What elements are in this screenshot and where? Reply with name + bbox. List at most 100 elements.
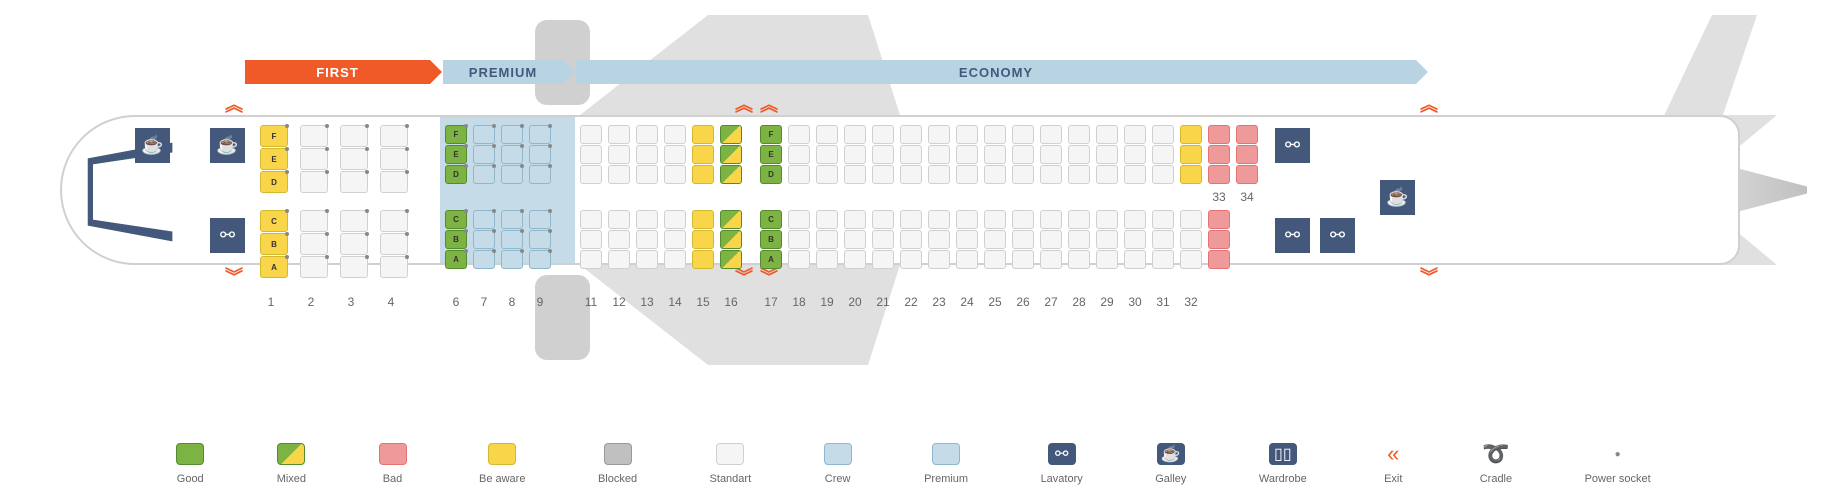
seat[interactable]: E [760, 145, 782, 164]
seat[interactable] [788, 165, 810, 184]
seat[interactable] [580, 230, 602, 249]
seat[interactable] [664, 165, 686, 184]
seat[interactable] [1040, 125, 1062, 144]
seat[interactable]: A [260, 256, 288, 278]
seat[interactable] [956, 165, 978, 184]
seat[interactable] [529, 230, 551, 249]
seat[interactable] [380, 125, 408, 147]
seat[interactable] [872, 250, 894, 269]
seat[interactable] [844, 210, 866, 229]
seat[interactable]: D [445, 165, 467, 184]
seat[interactable] [788, 125, 810, 144]
seat[interactable] [636, 145, 658, 164]
seat[interactable] [501, 145, 523, 164]
seat[interactable] [720, 165, 742, 184]
seat[interactable]: E [445, 145, 467, 164]
seat[interactable] [984, 210, 1006, 229]
seat[interactable] [580, 165, 602, 184]
seat[interactable] [300, 148, 328, 170]
seat[interactable] [900, 210, 922, 229]
seat[interactable] [928, 230, 950, 249]
seat[interactable] [1068, 250, 1090, 269]
seat[interactable] [900, 250, 922, 269]
seat[interactable] [692, 145, 714, 164]
seat[interactable] [984, 250, 1006, 269]
seat[interactable] [928, 210, 950, 229]
seat[interactable] [720, 250, 742, 269]
seat[interactable] [984, 145, 1006, 164]
seat[interactable] [928, 165, 950, 184]
seat[interactable] [1152, 230, 1174, 249]
seat[interactable] [1152, 250, 1174, 269]
seat[interactable] [300, 233, 328, 255]
seat[interactable] [984, 125, 1006, 144]
seat[interactable] [1124, 165, 1146, 184]
seat[interactable] [900, 145, 922, 164]
seat[interactable] [788, 210, 810, 229]
seat[interactable] [1040, 250, 1062, 269]
seat[interactable]: B [760, 230, 782, 249]
seat[interactable] [529, 250, 551, 269]
seat[interactable] [1012, 250, 1034, 269]
seat[interactable] [1180, 250, 1202, 269]
seat[interactable] [788, 145, 810, 164]
seat[interactable] [1124, 210, 1146, 229]
seat[interactable] [529, 125, 551, 144]
seat[interactable] [1152, 210, 1174, 229]
seat[interactable] [636, 165, 658, 184]
seat[interactable] [340, 148, 368, 170]
seat[interactable] [473, 165, 495, 184]
seat[interactable] [1040, 230, 1062, 249]
seat[interactable] [1068, 210, 1090, 229]
seat[interactable] [501, 125, 523, 144]
seat[interactable] [608, 145, 630, 164]
seat[interactable] [473, 145, 495, 164]
seat[interactable] [501, 210, 523, 229]
seat[interactable] [900, 125, 922, 144]
seat[interactable] [984, 165, 1006, 184]
seat[interactable] [608, 250, 630, 269]
seat[interactable] [692, 210, 714, 229]
seat[interactable] [872, 210, 894, 229]
seat[interactable] [300, 125, 328, 147]
seat[interactable]: E [260, 148, 288, 170]
seat[interactable] [1012, 145, 1034, 164]
seat[interactable] [872, 145, 894, 164]
seat[interactable] [300, 171, 328, 193]
seat[interactable] [580, 125, 602, 144]
seat[interactable] [1096, 230, 1118, 249]
seat[interactable] [788, 250, 810, 269]
seat[interactable] [1124, 250, 1146, 269]
seat[interactable]: A [445, 250, 467, 269]
seat[interactable] [664, 125, 686, 144]
seat[interactable] [664, 145, 686, 164]
seat[interactable] [1096, 210, 1118, 229]
seat[interactable] [636, 125, 658, 144]
seat[interactable] [580, 145, 602, 164]
seat[interactable] [1040, 165, 1062, 184]
seat[interactable] [1180, 165, 1202, 184]
seat[interactable] [1068, 165, 1090, 184]
seat[interactable] [692, 125, 714, 144]
seat[interactable] [816, 165, 838, 184]
seat[interactable]: C [260, 210, 288, 232]
seat[interactable]: A [760, 250, 782, 269]
seat[interactable] [956, 210, 978, 229]
seat[interactable] [1096, 165, 1118, 184]
seat[interactable] [984, 230, 1006, 249]
seat[interactable] [1180, 125, 1202, 144]
seat[interactable] [872, 165, 894, 184]
seat[interactable] [788, 230, 810, 249]
seat[interactable]: F [445, 125, 467, 144]
seat[interactable] [1208, 165, 1230, 184]
seat[interactable] [473, 125, 495, 144]
seat[interactable] [1180, 230, 1202, 249]
seat[interactable] [844, 125, 866, 144]
seat[interactable]: B [260, 233, 288, 255]
seat[interactable] [1096, 145, 1118, 164]
seat[interactable] [720, 210, 742, 229]
seat[interactable] [1096, 250, 1118, 269]
seat[interactable] [1152, 145, 1174, 164]
seat[interactable] [608, 230, 630, 249]
seat[interactable] [844, 165, 866, 184]
